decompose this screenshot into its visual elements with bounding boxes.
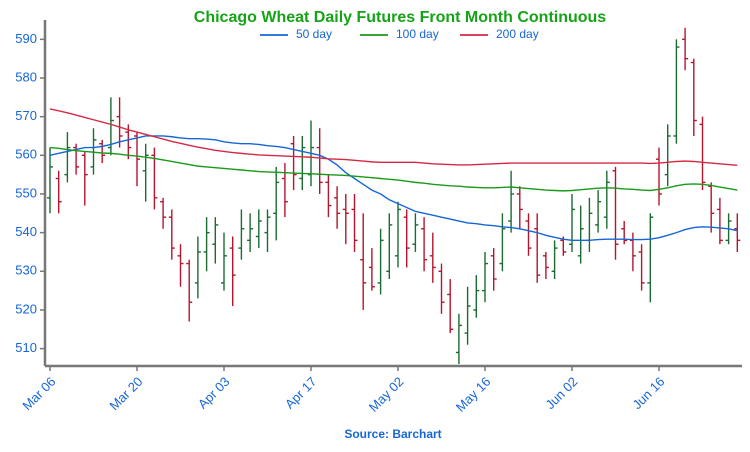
y-tick-label: 540 <box>15 224 37 239</box>
y-tick-label: 590 <box>15 31 37 46</box>
moving-average-line <box>49 146 738 192</box>
moving-average-line <box>49 108 738 167</box>
y-tick-label: 560 <box>15 147 37 162</box>
y-tick-label: 530 <box>15 263 37 278</box>
y-tick-label: 550 <box>15 185 37 200</box>
legend-label: 50 day <box>296 27 332 41</box>
x-tick-label: Jun 02 <box>542 374 580 412</box>
x-tick-label: Mar 06 <box>19 374 58 413</box>
legend-label: 100 day <box>396 27 439 41</box>
source-note: Source: Barchart <box>344 427 441 441</box>
x-tick-label: May 16 <box>453 374 494 415</box>
x-tick-label: May 02 <box>366 374 407 415</box>
x-tick-label: Apr 03 <box>195 374 233 412</box>
x-tick-label: Mar 20 <box>106 374 145 413</box>
chart-title: Chicago Wheat Daily Futures Front Month … <box>194 9 607 26</box>
y-tick-label: 520 <box>15 301 37 316</box>
y-tick-label: 580 <box>15 69 37 84</box>
legend-label: 200 day <box>496 27 539 41</box>
moving-average-line <box>49 135 738 242</box>
x-tick-label: Apr 17 <box>282 374 320 412</box>
x-tick-label: Jun 16 <box>629 374 667 412</box>
y-tick-label: 570 <box>15 108 37 123</box>
y-tick-label: 510 <box>15 340 37 355</box>
